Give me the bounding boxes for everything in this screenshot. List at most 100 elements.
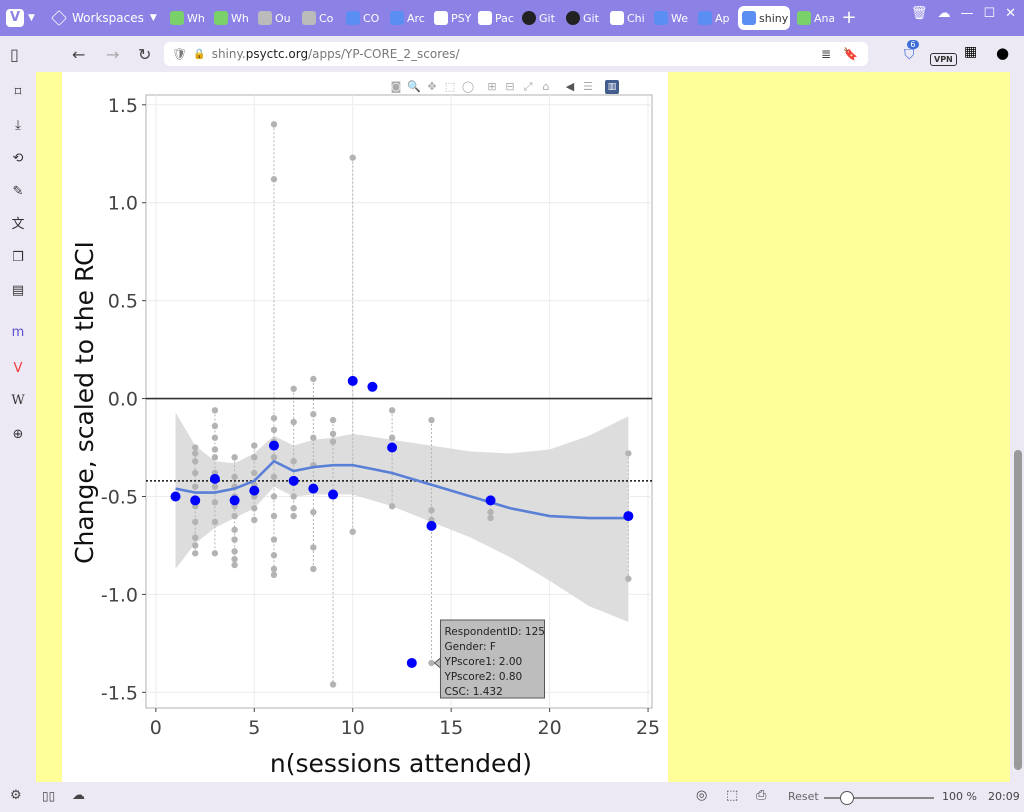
mastodon-icon[interactable]: m [11, 325, 25, 340]
reader-view-icon[interactable]: ≣ [820, 47, 832, 61]
hover-compare-icon[interactable]: ☰ [583, 80, 593, 93]
bookmarks-panel-icon[interactable]: ⌑ [14, 85, 22, 100]
back-button[interactable]: ← [72, 45, 86, 64]
window-controls: 🗑 ☁ — ☐ ✕ [911, 6, 1016, 21]
lasso-select-icon[interactable]: ◯ [461, 80, 475, 93]
window-panel-icon[interactable]: ❒ [12, 250, 24, 265]
reload-button[interactable]: ↻ [138, 45, 152, 64]
maximize-button[interactable]: ☐ [983, 6, 996, 21]
capture-icon[interactable]: ◎ [696, 788, 708, 803]
tab-11[interactable]: We [650, 6, 691, 30]
tab-2[interactable]: Ou [254, 6, 295, 30]
page-actions-icon[interactable]: ⎙ [756, 788, 767, 803]
autoscale-icon[interactable]: ⤢ [523, 80, 533, 93]
page-scrollbar[interactable] [1012, 72, 1024, 782]
tab-favicon-icon [654, 11, 668, 25]
tab-3[interactable]: Co [298, 6, 339, 30]
plotly-logo-icon[interactable]: ▥ [605, 80, 619, 94]
zoom-slider-handle[interactable] [840, 791, 854, 805]
downloads-panel-icon[interactable]: ⤓ [15, 118, 21, 133]
tile-tabs-icon[interactable]: ▯▯ [42, 789, 56, 803]
minimize-button[interactable]: — [960, 6, 974, 21]
individual-point [251, 516, 258, 524]
individual-point [290, 512, 297, 520]
tab-14[interactable]: Ana [793, 6, 834, 30]
notes-panel-icon[interactable]: ✎ [12, 184, 24, 199]
translate-panel-icon[interactable]: 文 [11, 217, 25, 232]
add-web-panel-icon[interactable]: ⊕ [12, 427, 24, 442]
tab-6[interactable]: PSY [430, 6, 471, 30]
tab-1[interactable]: Wh [210, 6, 251, 30]
extension-shield-button[interactable]: ⛉ 6 [904, 40, 919, 64]
group-mean-point [387, 442, 398, 453]
tab-favicon-icon [610, 11, 624, 25]
workspaces-label: Workspaces [72, 11, 144, 25]
individual-point [270, 493, 278, 500]
individual-point [192, 542, 199, 549]
tab-favicon-icon [566, 11, 580, 25]
bookmark-icon[interactable]: 🔖 [843, 47, 858, 61]
tiling-icon[interactable]: ⬚ [726, 788, 739, 803]
reading-list-icon[interactable]: ▤ [11, 283, 25, 298]
hover-closest-icon[interactable]: ◀ [565, 80, 575, 93]
tab-12[interactable]: Ap [694, 6, 735, 30]
history-panel-icon[interactable]: ⟲ [12, 151, 24, 166]
individual-point [211, 499, 219, 506]
close-button[interactable]: ✕ [1005, 6, 1016, 21]
individual-point [388, 503, 396, 510]
tab-favicon-icon [522, 11, 536, 25]
tab-0[interactable]: Wh [166, 6, 207, 30]
y-tick-label: -0.5 [101, 486, 138, 508]
tab-favicon-icon [797, 11, 811, 25]
tab-9[interactable]: Git [562, 6, 603, 30]
y-tick-label: 0.0 [108, 389, 138, 411]
tab-label: Ap [715, 11, 730, 25]
tab-label: Arc [407, 11, 425, 25]
tab-8[interactable]: Git [518, 6, 559, 30]
tab-13[interactable]: shiny [738, 6, 790, 30]
tab-label: CO [363, 11, 380, 25]
wikipedia-icon[interactable]: W [11, 393, 25, 408]
individual-point [192, 518, 199, 526]
tab-label: Ou [275, 11, 291, 25]
x-axis-title: n(sessions attended) [270, 749, 532, 778]
individual-point [349, 154, 356, 161]
tab-4[interactable]: CO [342, 6, 383, 30]
address-bar[interactable]: 🛡 🔒 shiny. psyctc.org /apps/YP-CORE_2_sc… [164, 42, 868, 66]
vivaldi-social-icon[interactable]: V [13, 361, 23, 376]
box-select-icon[interactable]: ⬚ [444, 80, 456, 93]
zoom-reset-button[interactable]: Reset [788, 790, 819, 803]
zoom-icon[interactable]: 🔍 [407, 80, 421, 93]
individual-point [310, 411, 317, 418]
cloud-sync-icon[interactable]: ☁ [937, 6, 951, 21]
vpn-button[interactable]: VPN [930, 47, 957, 67]
forward-button[interactable]: → [106, 45, 120, 64]
sync-cloud-icon[interactable]: ☁ [72, 788, 85, 803]
tab-5[interactable]: Arc [386, 6, 427, 30]
trash-icon[interactable]: 🗑 [910, 6, 928, 21]
scrollbar-thumb[interactable] [1014, 450, 1022, 770]
tab-favicon-icon [170, 11, 184, 25]
reset-axes-icon[interactable]: ⌂ [542, 80, 550, 93]
extensions-icon[interactable]: ▦ [964, 44, 978, 60]
lock-icon: 🔒 [193, 48, 206, 60]
vivaldi-menu-button[interactable]: V ▼ [6, 7, 46, 29]
profile-avatar-icon[interactable]: ● [996, 44, 1010, 62]
workspaces-button[interactable]: Workspaces ▼ [51, 8, 157, 28]
panel-toggle-icon[interactable]: ▯ [10, 45, 19, 64]
tab-7[interactable]: Pac [474, 6, 515, 30]
clock: 20:09 [988, 790, 1020, 803]
zoom-in-icon[interactable]: ⊞ [487, 80, 497, 93]
tab-favicon-icon [698, 11, 712, 25]
new-tab-button[interactable]: + [841, 7, 857, 28]
camera-icon[interactable]: ◙ [390, 80, 402, 93]
zoom-slider[interactable] [824, 797, 934, 799]
tab-10[interactable]: Chi [606, 6, 647, 30]
zoom-out-icon[interactable]: ⊟ [505, 80, 515, 93]
settings-icon[interactable]: ⚙ [10, 788, 22, 803]
tab-label: Wh [187, 11, 205, 25]
individual-point [211, 483, 219, 490]
pan-icon[interactable]: ✥ [427, 80, 437, 93]
individual-point [428, 659, 435, 667]
